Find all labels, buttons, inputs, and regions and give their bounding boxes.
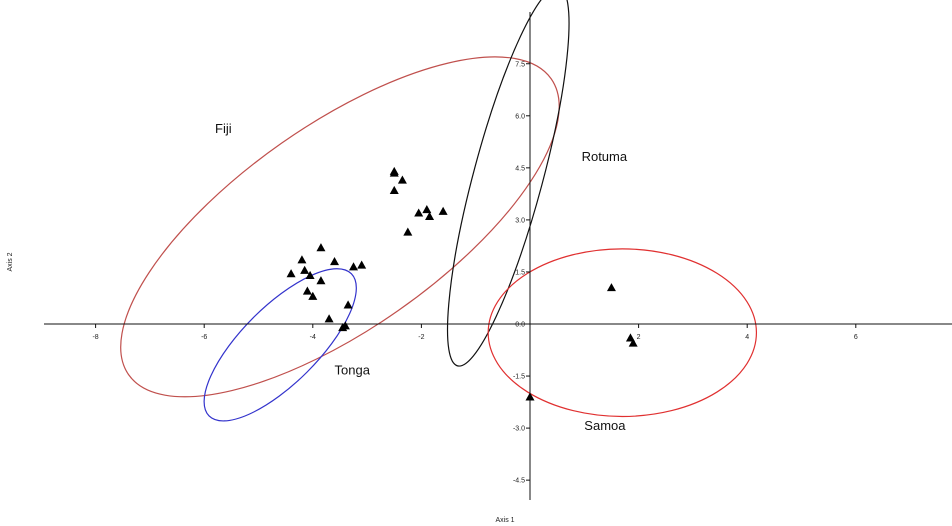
group-label-fiji: Fiji [215,121,232,136]
data-point [389,168,399,177]
data-point [338,322,348,332]
points-layer [286,166,638,401]
ellipses-layer [120,0,758,422]
x-tick-label: -8 [92,334,98,341]
data-point [606,283,616,292]
data-point [324,314,334,323]
y-tick-label: -1.5 [513,374,525,381]
data-point [297,255,307,264]
group-label-rotuma: Rotuma [582,149,628,164]
x-tick-label: 2 [637,334,641,341]
group-labels-layer: Fiji Tonga Rotuma Samoa [215,121,628,433]
y-tick-label: -3.0 [513,426,525,433]
x-tick-label: -6 [201,334,207,341]
data-point [316,276,326,285]
x-tick-label: -2 [418,334,424,341]
data-point [525,392,535,401]
data-point [349,262,359,271]
data-point [397,175,407,184]
y-tick-label: 0.0 [515,322,525,329]
y-tick-label: 7.5 [515,61,525,68]
data-point [316,243,326,252]
x-tick-label: 6 [854,334,858,341]
data-point [357,260,367,269]
data-point [438,206,448,215]
ellipse-rotuma [446,0,570,367]
data-point [389,185,399,195]
y-tick-label: 4.5 [515,165,525,172]
data-point [414,208,424,217]
data-point [286,269,296,278]
data-point [305,270,315,280]
group-label-tonga: Tonga [335,362,371,377]
data-point [628,338,638,347]
data-point [302,286,312,295]
y-tick-label: 3.0 [515,217,525,224]
data-point [308,291,318,300]
ellipse-tonga [203,268,357,422]
data-point [330,257,340,266]
x-tick-label: 4 [745,334,749,341]
group-label-samoa: Samoa [584,418,626,433]
x-tick-label: -4 [310,334,316,341]
y-tick-label: 1.5 [515,269,525,276]
y-tick-label: -4.5 [513,478,525,485]
data-point [300,265,310,274]
data-point [422,204,432,214]
ellipse-samoa [487,248,758,418]
ellipse-fiji [120,56,560,398]
x-axis-title: Axis 1 [495,517,514,524]
ticks-layer: -8 -6 -4 -2 2 4 6 7.5 6.0 4.5 3.0 1.5 0.0 -1.5 -3.0 -4.… [92,61,857,484]
y-axis-title: Axis 2 [7,252,14,271]
axes-layer [44,12,952,500]
data-point [343,300,353,309]
y-tick-label: 6.0 [515,113,525,120]
data-point [403,227,413,236]
data-point [425,211,435,221]
